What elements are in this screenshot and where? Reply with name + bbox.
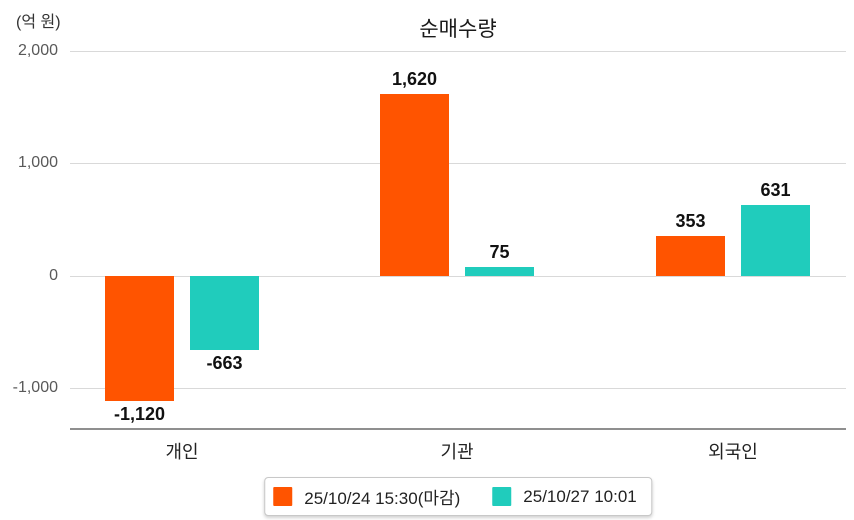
legend-label-series1: 25/10/24 15:30(마감) (304, 489, 461, 508)
legend-label-series2: 25/10/27 10:01 (523, 486, 637, 506)
bar-개인-series2 (190, 275, 259, 351)
legend-item-series2: 25/10/27 10:01 (492, 486, 637, 507)
bar-value-label: 75 (489, 242, 510, 263)
bar-외국인-series2 (741, 204, 810, 276)
legend-item-series1: 25/10/24 15:30(마감) (273, 484, 460, 509)
bar-외국인-series1 (656, 236, 725, 276)
bar-value-label: -1,120 (113, 404, 166, 425)
gridline-y-2000 (70, 51, 846, 52)
legend-swatch-orange (273, 487, 293, 506)
bar-기관-series2 (465, 267, 534, 276)
bar-value-label: 1,620 (391, 68, 438, 89)
bar-value-label: -663 (206, 353, 243, 374)
x-category-label-1: 개인 (165, 442, 199, 462)
y-tick-label: 1,000 (17, 154, 58, 172)
y-axis-unit-label: (억 원) (16, 14, 61, 31)
bar-value-label: 353 (675, 211, 706, 231)
gridline-y-0 (70, 275, 846, 277)
bar-value-label: 631 (760, 179, 791, 200)
legend: 25/10/24 15:30(마감) 25/10/27 10:01 (264, 477, 652, 516)
x-category-label-3: 외국인 (708, 442, 758, 462)
bar-개인-series1 (105, 275, 174, 402)
x-axis-line (70, 428, 846, 430)
y-tick-label: 2,000 (17, 42, 58, 59)
legend-swatch-teal (492, 487, 512, 506)
bar-기관-series1 (380, 93, 449, 276)
gridline-y--1000 (70, 387, 846, 389)
y-tick-label: -1,000 (12, 378, 58, 396)
gridline-y-1000 (70, 163, 846, 165)
x-category-label-2: 기관 (440, 442, 474, 462)
chart-title: 순매수량 (419, 18, 497, 41)
y-tick-label: 0 (49, 266, 58, 284)
